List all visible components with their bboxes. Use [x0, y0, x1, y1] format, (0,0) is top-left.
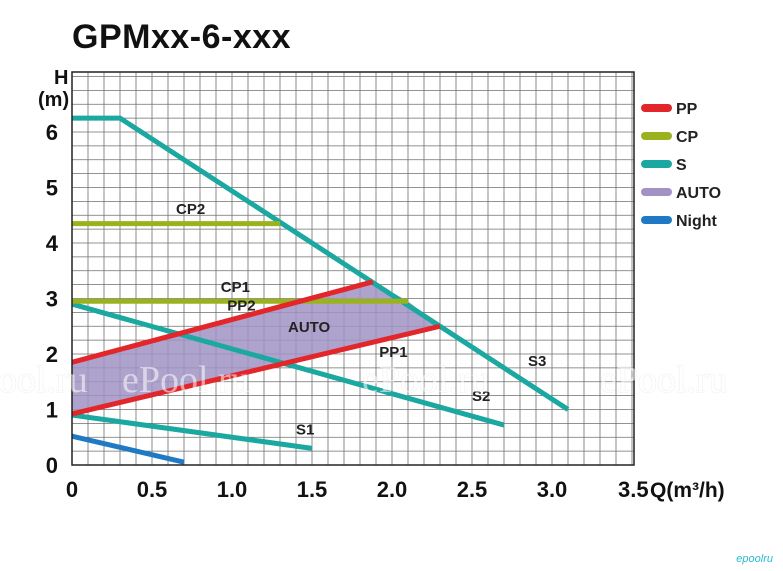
night-curve	[71, 433, 185, 465]
series-layer	[71, 115, 570, 465]
legend: PP CP S AUTO Night	[641, 101, 721, 230]
x-tick-label: 1.5	[297, 477, 328, 502]
brand-logo-text: epoolru	[736, 553, 773, 565]
legend-label-auto: AUTO	[676, 185, 721, 202]
x-tick-label: 1.0	[217, 477, 248, 502]
auto-region-layer	[72, 281, 440, 414]
curve-label-cp2: CP2	[176, 201, 205, 218]
plot-frame	[71, 71, 635, 466]
x-tick-label: 3.0	[537, 477, 568, 502]
annotations: CP2 CP1 PP2 AUTO PP1 S3 S2 S1	[176, 201, 546, 438]
y-tick-label: 6	[46, 120, 58, 145]
y-axis-unit: (m)	[38, 89, 69, 111]
s1-curve	[71, 412, 313, 451]
x-tick-label: 2.0	[377, 477, 408, 502]
y-tick-label: 5	[46, 176, 58, 201]
x-tick-label: 3.5	[618, 477, 649, 502]
curve-label-s3: S3	[528, 353, 546, 370]
axes: 0 1 2 3 4 5 6 H(m) 0 0.5 1.0 1.5 2.0 2.5 3.0 3.5 Q(m³/h)	[38, 67, 725, 502]
x-tick-label: 2.5	[457, 477, 488, 502]
pp1-curve	[71, 323, 441, 417]
curve-label-pp2: PP2	[227, 298, 255, 315]
x-tick-label: 0.5	[137, 477, 168, 502]
curve-label-pp1: PP1	[379, 344, 407, 361]
y-tick-label: 4	[46, 231, 59, 256]
s3-curve	[72, 115, 570, 412]
x-tick-label: 0	[66, 477, 78, 502]
legend-label-pp: PP	[676, 101, 698, 118]
y-axis-label: H	[54, 67, 68, 89]
legend-label-cp: CP	[676, 129, 699, 146]
x-axis-label: Q(m³/h)	[650, 479, 725, 502]
auto-region	[72, 281, 440, 414]
y-tick-label: 0	[46, 453, 58, 478]
pp2-curve	[71, 279, 374, 365]
chart-title: GPMxx-6-xxx	[72, 18, 292, 56]
curve-label-s2: S2	[472, 388, 490, 405]
grid	[71, 72, 634, 466]
curve-label-auto: AUTO	[288, 319, 331, 336]
legend-label-night: Night	[676, 213, 718, 230]
curve-label-cp1: CP1	[221, 279, 250, 296]
curve-label-s1: S1	[296, 421, 314, 438]
legend-label-s: S	[676, 157, 687, 174]
y-tick-label: 3	[46, 287, 58, 312]
y-tick-label: 2	[46, 342, 58, 367]
y-tick-label: 1	[46, 398, 58, 423]
